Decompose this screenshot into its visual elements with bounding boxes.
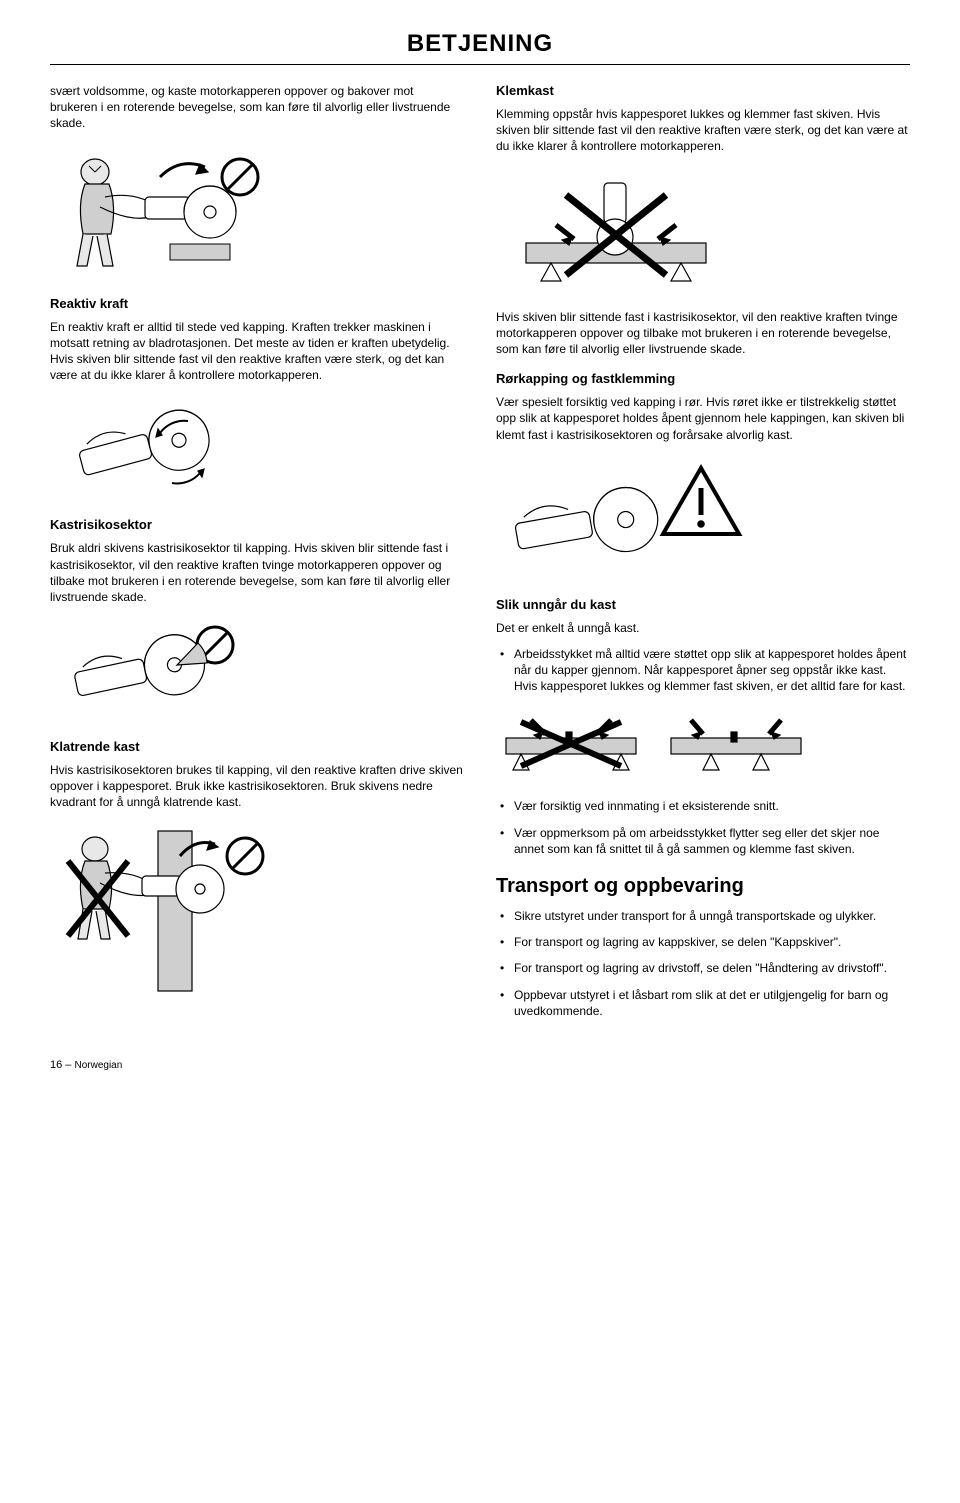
page-number: 16 — [50, 1059, 62, 1071]
page-footer: 16 – Norwegian — [50, 1059, 910, 1071]
klatrende-kast-heading: Klatrende kast — [50, 739, 464, 754]
avoid-kickback-list-a: Arbeidsstykket må alltid være støttet op… — [496, 646, 910, 695]
left-column: svært voldsomme, og kaste motorkapperen … — [50, 83, 464, 1029]
rorkapping-body: Vær spesielt forsiktig ved kapping i rør… — [496, 394, 910, 443]
climbing-kickback-illustration — [50, 821, 464, 1001]
intro-text: svært voldsomme, og kaste motorkapperen … — [50, 83, 464, 132]
page-title: BETJENING — [50, 30, 910, 58]
list-item: Vær forsiktig ved innmating i et eksiste… — [496, 798, 910, 814]
slik-unngar-heading: Slik unngår du kast — [496, 597, 910, 612]
klatrende-kast-body: Hvis kastrisikosektoren brukes til kappi… — [50, 762, 464, 811]
right-column: Klemkast Klemming oppstår hvis kappespor… — [496, 83, 910, 1029]
list-item: For transport og lagring av kappskiver, … — [496, 934, 910, 950]
slik-unngar-intro: Det er enkelt å unngå kast. — [496, 620, 910, 636]
transport-heading: Transport og oppbevaring — [496, 875, 910, 898]
klemkast-heading: Klemkast — [496, 83, 910, 98]
content-columns: svært voldsomme, og kaste motorkapperen … — [50, 83, 910, 1029]
kastrisikosektor-body: Bruk aldri skivens kastrisikosektor til … — [50, 540, 464, 605]
pinch-wrong-illustration — [496, 165, 910, 295]
operator-kickback-illustration — [50, 142, 464, 282]
reaktiv-kraft-heading: Reaktiv kraft — [50, 296, 464, 311]
list-item: Vær oppmerksom på om arbeidsstykket flyt… — [496, 825, 910, 857]
list-item: Oppbevar utstyret i et låsbart rom slik … — [496, 987, 910, 1019]
support-comparison-illustration — [496, 704, 910, 784]
list-item: Sikre utstyret under transport for å unn… — [496, 908, 910, 924]
reaktiv-kraft-body: En reaktiv kraft er alltid til stede ved… — [50, 319, 464, 384]
footer-language: Norwegian — [74, 1060, 122, 1071]
pipe-warning-illustration — [496, 453, 910, 583]
list-item: Arbeidsstykket må alltid være støttet op… — [496, 646, 910, 695]
rorkapping-heading: Rørkapping og fastklemming — [496, 371, 910, 386]
list-item: For transport og lagring av drivstoff, s… — [496, 960, 910, 976]
reactive-force-illustration — [50, 393, 464, 503]
klemkast-para2: Hvis skiven blir sittende fast i kastris… — [496, 309, 910, 358]
transport-list: Sikre utstyret under transport for å unn… — [496, 908, 910, 1019]
footer-dash: – — [62, 1059, 74, 1071]
kickback-zone-illustration — [50, 615, 464, 725]
title-rule — [50, 64, 910, 65]
klemkast-body: Klemming oppstår hvis kappesporet lukkes… — [496, 106, 910, 155]
avoid-kickback-list-b: Vær forsiktig ved innmating i et eksiste… — [496, 798, 910, 857]
kastrisikosektor-heading: Kastrisikosektor — [50, 517, 464, 532]
